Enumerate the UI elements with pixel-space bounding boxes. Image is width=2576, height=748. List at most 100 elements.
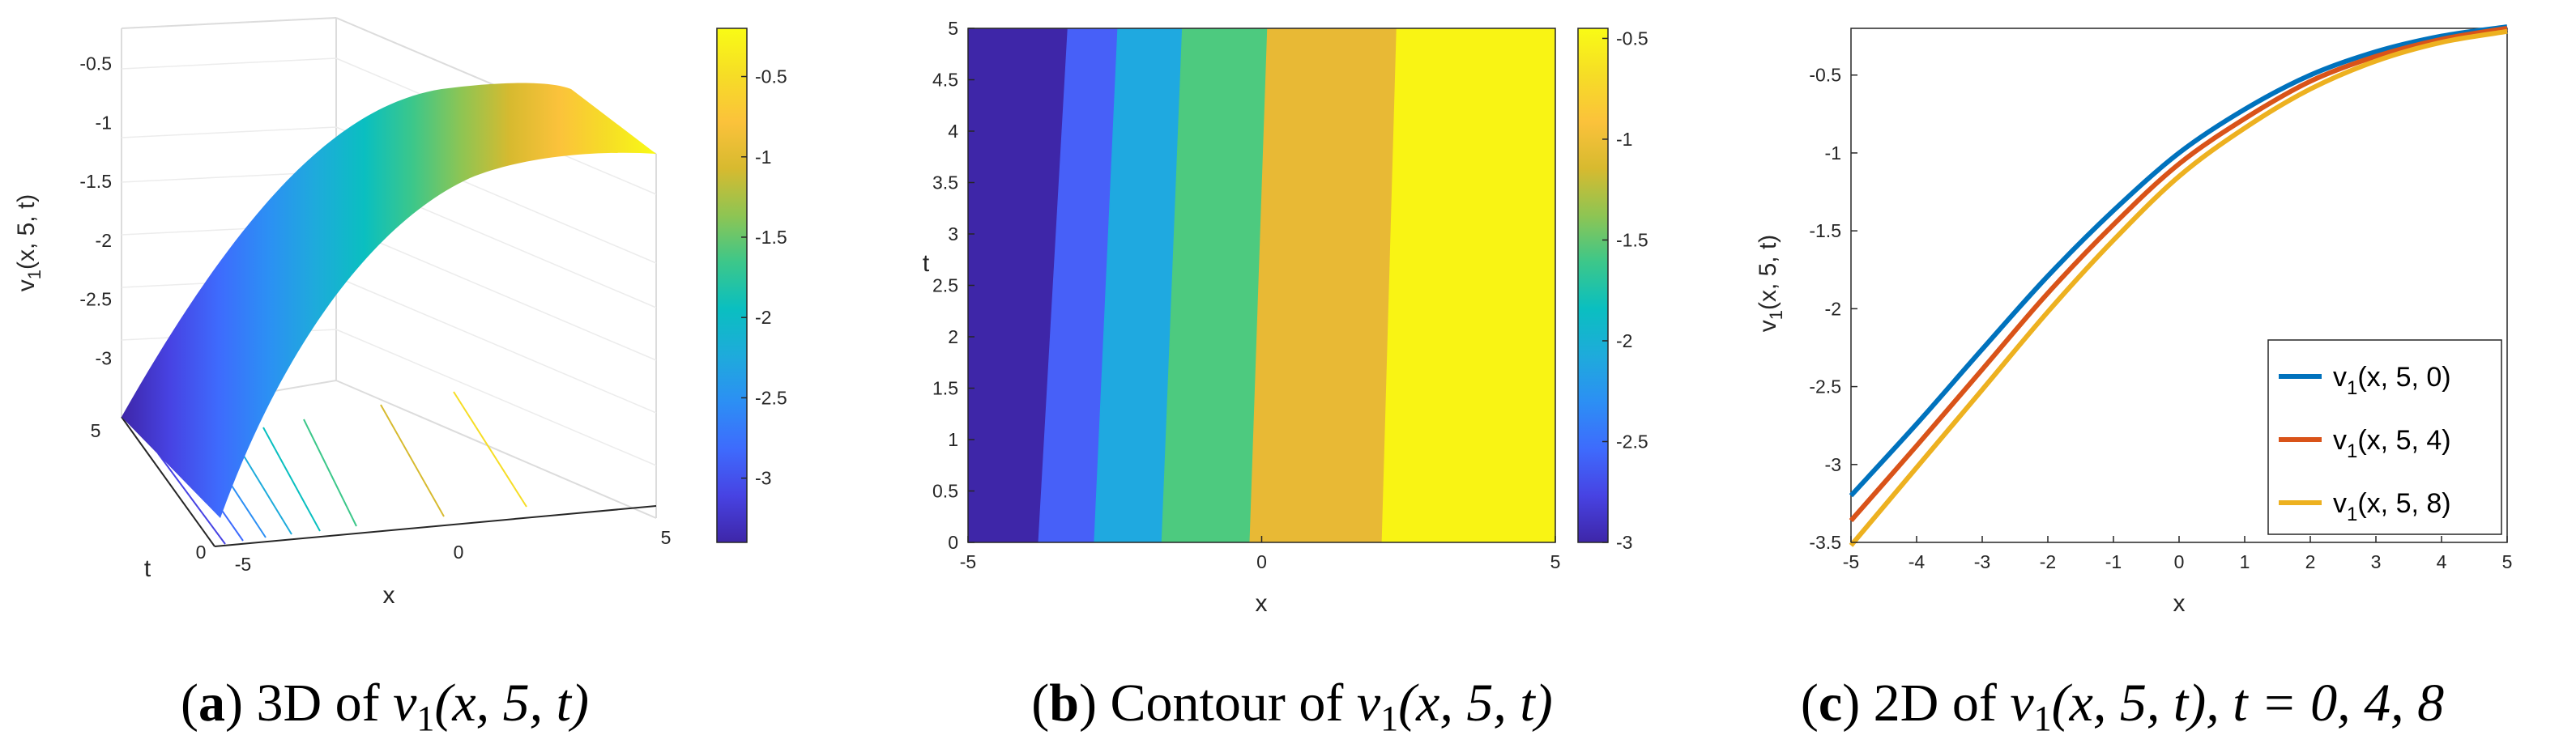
colorbar-a-ticks: -0.5 -1 -1.5 -2 -2.5 -3 [741,66,787,489]
colorbar-tick-label: -1.5 [755,227,787,248]
colorbar-tick-label: -2.5 [755,387,787,408]
caption-a: (a) 3D of v1(x, 5, t) [181,674,589,738]
legend-label-main: v [2333,488,2347,519]
legend-label-sub: 1 [2347,440,2357,462]
x-tick-label: -5 [960,551,976,572]
legend: v1(x, 5, 0)v1(x, 5, 4)v1(x, 5, 8) [2267,339,2502,535]
series-line [1849,24,2508,498]
caption-c-math: v [2010,674,2034,733]
caption-a-desc: 3D of [256,674,393,733]
y-tick-label: 1 [948,429,958,450]
colorbar-tick-label: -2 [1616,330,1632,351]
caption-a-args: (x, 5, t) [434,674,589,733]
z-tick-label: -0.5 [79,53,112,74]
caption-b-desc: Contour of [1110,674,1356,733]
x-tick-label: 3 [2371,551,2382,572]
x-tick-label: -1 [2105,551,2122,572]
colorbar-tick-label: -3 [755,468,771,489]
x-tick-label: 5 [1550,551,1561,572]
z-label-main: v [13,279,40,291]
legend-label: v1(x, 5, 0) [2333,362,2451,399]
legend-label: v1(x, 5, 4) [2333,425,2451,462]
contour-band [1381,28,1556,543]
y-axis-ticks-c: -0.5 -1 -1.5 -2 -2.5 -3 -3.5 [1809,65,1857,553]
y-tick-label: 2.5 [932,275,958,296]
legend-label-sub: 1 [2347,377,2357,399]
z-tick-label: -1 [96,112,112,133]
y-label-rest: (x, 5, t) [1755,235,1781,310]
colorbar-a [716,28,748,543]
caption-a-sub: 1 [416,699,434,738]
x-tick-label: 0 [1256,551,1267,572]
y-axis-label-c: v1(x, 5, t) [1755,235,1786,333]
y-tick-label: -1.5 [1809,220,1841,241]
x-tick-label: 1 [2240,551,2250,572]
legend-label-rest: (x, 5, 4) [2357,425,2450,456]
x-tick-label: 0 [454,542,464,563]
z-tick-label: -2.5 [79,289,112,310]
legend-label-rest: (x, 5, 0) [2357,362,2450,393]
colorbar-tick-label: -3 [1616,532,1632,553]
caption-c-desc: 2D of [1874,674,2011,733]
t-axis-ticks: 05 [91,420,207,563]
caption-a-letter: a [198,674,225,733]
caption-b: (b) Contour of v1(x, 5, t) [1031,674,1552,738]
caption-c-args: (x, 5, t) [2052,674,2207,733]
x-axis-label-c: x [2173,590,2186,617]
contour-bands [967,28,1556,543]
z-label-sub: 1 [24,270,45,279]
z-tick-label: -2 [96,230,112,251]
y-axis-ticks-b: 0 0.5 1 1.5 2 2.5 3 3.5 4 4.5 5 [932,18,975,553]
panel-c-2d-lines: -5 -4 -3 -2 -1 0 1 2 3 4 5 -0.5-1-1.5-2-2.5-3-3.5 … [1755,24,2512,617]
y-tick-label: 2 [948,326,958,347]
y-tick-label: -2.5 [1809,376,1841,397]
t-axis-label: t [144,555,151,582]
x-axis-label: x [383,582,395,609]
series-line [1849,26,2508,523]
legend-label: v1(x, 5, 8) [2333,488,2451,525]
caption-c-extra: , t = 0, 4, 8 [2206,674,2444,733]
y-tick-label: 4 [948,121,958,142]
x-tick-label: -4 [1909,551,1926,572]
series-line [1849,28,2508,547]
t-tick-label: 0 [196,542,207,563]
contour-band [1249,28,1397,543]
caption-c-sub: 1 [2034,699,2052,738]
legend-label-sub: 1 [2347,504,2357,525]
z-axis-ticks: -0.5 -1 -1.5 -2 -2.5 -3 [79,53,112,369]
legend-label-main: v [2333,362,2347,393]
legend-label-rest: (x, 5, 8) [2357,488,2450,519]
caption-b-sub: 1 [1380,699,1398,738]
colorbar-tick-label: -0.5 [755,66,787,87]
y-label-main: v [1755,320,1781,332]
z-label-rest: (x, 5, t) [13,194,40,270]
colorbar-tick-label: -1 [755,147,771,168]
y-tick-label: -3 [1825,454,1841,475]
x-tick-label: -5 [235,554,251,575]
y-tick-label: 4.5 [932,70,958,91]
caption-b-args: (x, 5, t) [1398,674,1553,733]
x-tick-label: -2 [2040,551,2056,572]
x-tick-label: 0 [2174,551,2185,572]
x-axis-ticks-b: -5 0 5 [960,536,1561,572]
colorbar-tick-label: -2 [755,307,771,328]
t-tick-label: 5 [91,420,101,441]
y-tick-label: -1 [1825,142,1841,164]
colorbar-b [1577,28,1609,543]
panel-a-3d-surface: -0.5-1-1.5-2-2.5-3 -505 05 x t v1(x, 5, … [13,17,787,609]
y-label-sub: 1 [1766,310,1786,320]
x-tick-label: 2 [2305,551,2316,572]
x-tick-label: -5 [1843,551,1859,572]
y-tick-label: 3.5 [932,172,958,193]
caption-c: (c) 2D of v1(x, 5, t), t = 0, 4, 8 [1801,674,2444,738]
y-tick-label: -2 [1825,298,1841,319]
x-axis-ticks-c: -5 -4 -3 -2 -1 0 1 2 3 4 5 [1843,536,2512,572]
x-tick-label: -3 [1974,551,1990,572]
x-axis-label-b: x [1256,590,1268,617]
caption-b-math: v [1357,674,1381,733]
colorbar-tick-label: -0.5 [1616,28,1648,49]
caption-b-letter: b [1049,674,1079,733]
y-tick-label: -0.5 [1809,65,1841,86]
surface [122,83,656,518]
